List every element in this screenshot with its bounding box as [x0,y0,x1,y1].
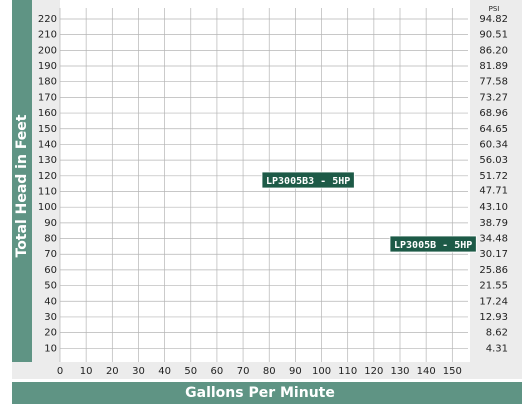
curve-label: LP3005B3 - 5HP [266,176,350,187]
y2-tick-label: 94.82 [479,14,508,25]
y-title-bar [12,0,32,362]
y2-tick-label: 43.10 [479,202,508,213]
y-tick-label: 130 [38,155,57,166]
x-tick-label: 10 [80,366,93,377]
x-label-row [12,362,522,379]
y-tick-label: 180 [38,77,57,88]
y-axis-title: Total Head in Feet [14,114,30,257]
y2-tick-label: 30.17 [479,249,508,260]
x-tick-label: 50 [184,366,197,377]
x-tick-label: 90 [289,366,302,377]
x-tick-label: 20 [106,366,119,377]
y-tick-label: 20 [44,328,57,339]
x-tick-label: 80 [263,366,276,377]
y2-tick-label: 86.20 [479,45,508,56]
y-tick-label: 50 [44,281,57,292]
x-tick-label: 130 [390,366,409,377]
y-tick-label: 200 [38,45,57,56]
y2-tick-label: 51.72 [479,171,508,182]
y2-tick-label: 56.03 [479,155,508,166]
x-tick-label: 40 [158,366,171,377]
y2-tick-label: 73.27 [479,92,508,103]
x-tick-label: 0 [57,366,63,377]
y-tick-label: 170 [38,92,57,103]
x-tick-label: 100 [312,366,331,377]
y2-axis-title: PSI [489,5,500,13]
x-title-bar [12,382,522,404]
y-tick-label: 110 [38,186,57,197]
y-tick-label: 60 [44,265,57,276]
y-tick-label: 90 [44,218,57,229]
curve-label-group: LP3005B3 - 5HP [261,171,355,189]
curve-label-box [389,235,477,253]
y-tick-label: 80 [44,234,57,245]
y-tick-label: 210 [38,30,57,41]
y-tick-label: 140 [38,139,57,150]
y2-tick-label: 17.24 [479,296,508,307]
y-label-column [32,0,60,362]
y-tick-label: 70 [44,249,57,260]
y2-tick-label: 34.48 [479,234,508,245]
y2-tick-label: 90.51 [479,30,508,41]
y2-tick-label: 60.34 [479,139,508,150]
y2-tick-label: 25.86 [479,265,508,276]
y-tick-label: 100 [38,202,57,213]
y-tick-label: 30 [44,312,57,323]
x-tick-label: 30 [132,366,145,377]
curve-label-group: LP3005B - 5HP [389,235,477,253]
x-tick-label: 140 [417,366,436,377]
y2-tick-label: 64.65 [479,124,508,135]
y-tick-label: 10 [44,343,57,354]
y-tick-label: 120 [38,171,57,182]
y2-tick-label: 38.79 [479,218,508,229]
y2-tick-label: 21.55 [479,281,508,292]
y-tick-label: 190 [38,61,57,72]
x-tick-label: 120 [364,366,383,377]
y2-tick-label: 8.62 [486,328,508,339]
curve-label: LP3005B - 5HP [394,240,472,251]
y2-tick-label: 68.96 [479,108,508,119]
y2-tick-label: 12.93 [479,312,508,323]
y-tick-label: 220 [38,14,57,25]
y-tick-label: 40 [44,296,57,307]
y-tick-label: 160 [38,108,57,119]
y2-tick-label: 81.89 [479,61,508,72]
curve-label-box [261,171,355,189]
y2-label-column [470,0,522,362]
x-tick-label: 60 [211,366,224,377]
x-tick-label: 110 [338,366,357,377]
y2-tick-label: 47.71 [479,185,508,196]
y2-tick-label: 4.31 [486,343,508,354]
y-tick-label: 150 [38,124,57,135]
x-tick-label: 150 [443,366,462,377]
y2-tick-label: 77.58 [479,77,508,88]
x-tick-label: 70 [237,366,250,377]
x-axis-title: Gallons Per Minute [185,385,335,401]
